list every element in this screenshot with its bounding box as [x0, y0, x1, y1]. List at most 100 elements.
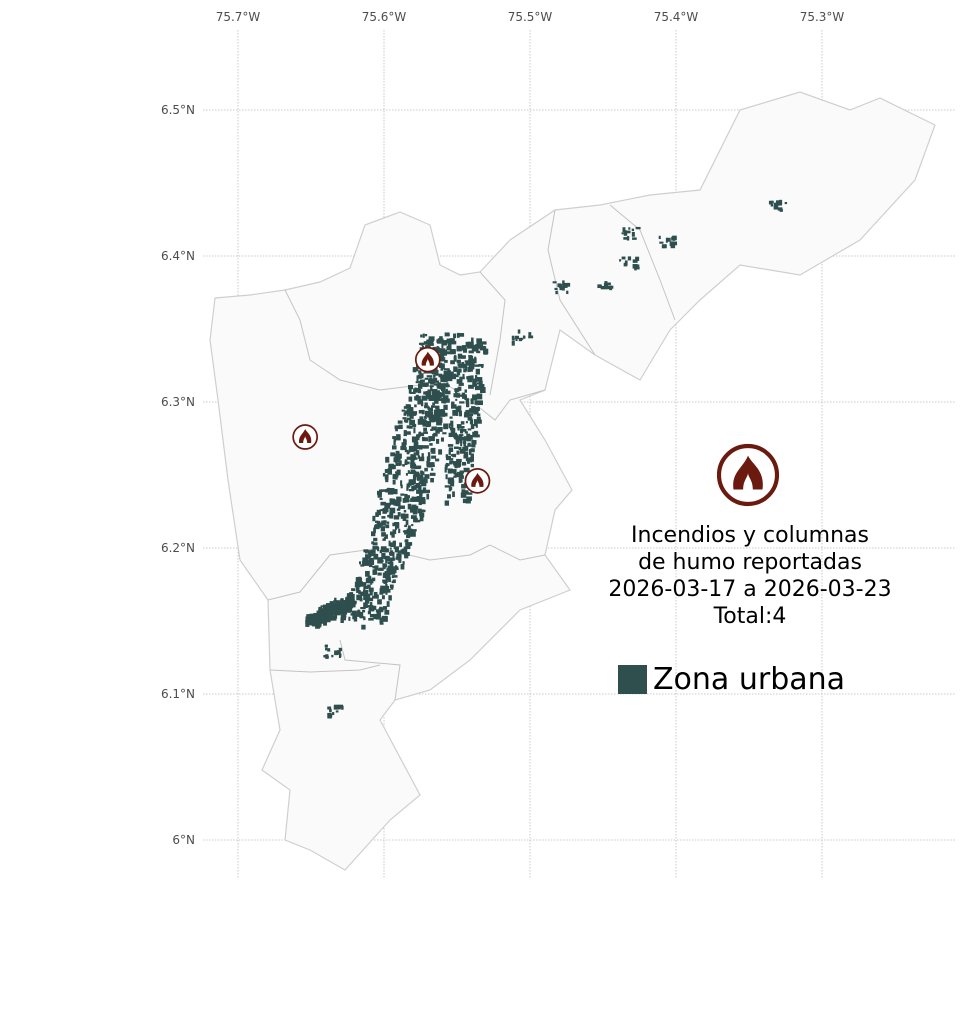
- urban-patch: [456, 370, 461, 376]
- urban-patch: [635, 256, 640, 262]
- urban-patch: [367, 550, 373, 555]
- urban-patch: [387, 468, 393, 475]
- urban-patch: [365, 570, 370, 577]
- urban-patch: [451, 427, 456, 432]
- urban-patch: [305, 624, 310, 627]
- urban-patch: [442, 375, 448, 380]
- urban-patch: [436, 409, 439, 414]
- urban-patch: [314, 615, 320, 619]
- title-line: Total:4: [713, 604, 787, 629]
- urban-patch: [380, 489, 387, 492]
- urban-patch: [380, 585, 386, 590]
- urban-patch: [407, 470, 410, 474]
- urban-patch: [420, 498, 426, 505]
- urban-patch: [317, 612, 321, 617]
- urban-patch: [325, 654, 329, 659]
- urban-patch: [404, 495, 411, 499]
- urban-patch: [349, 592, 354, 598]
- urban-patch: [384, 588, 391, 593]
- urban-patch: [418, 445, 424, 449]
- urban-patch: [468, 417, 473, 420]
- x-tick-label: 75.5°W: [508, 10, 553, 24]
- urban-patch: [426, 460, 430, 467]
- urban-patch: [461, 355, 466, 359]
- urban-patch: [453, 432, 457, 437]
- urban-patch: [632, 264, 638, 269]
- urban-patch: [428, 395, 435, 401]
- urban-patch: [405, 519, 409, 526]
- urban-patch: [418, 446, 423, 450]
- title-line: 2026-03-17 a 2026-03-23: [608, 577, 892, 602]
- urban-patch: [351, 588, 356, 592]
- urban-patch: [445, 390, 451, 395]
- urban-patch: [393, 488, 398, 495]
- urban-patch: [375, 613, 381, 620]
- urban-patch: [472, 440, 477, 445]
- urban-patch: [474, 434, 480, 438]
- urban-patch: [408, 445, 415, 452]
- urban-patch: [376, 611, 380, 614]
- urban-patch: [414, 465, 421, 470]
- urban-patch: [473, 358, 477, 364]
- urban-patch: [459, 333, 465, 337]
- urban-patch: [424, 377, 429, 380]
- urban-patch: [399, 460, 402, 466]
- urban-patch: [456, 332, 460, 338]
- urban-patch: [626, 236, 630, 241]
- urban-patch: [391, 544, 396, 547]
- urban-patch: [385, 557, 388, 564]
- urban-patch: [359, 613, 364, 617]
- urban-patch: [467, 434, 473, 440]
- urban-patch: [372, 542, 378, 546]
- urban-patch: [422, 487, 427, 494]
- urban-patch: [340, 617, 344, 623]
- urban-patch: [421, 513, 424, 518]
- urban-patch: [784, 201, 788, 205]
- urban-patch: [375, 609, 380, 613]
- urban-patch: [470, 448, 475, 453]
- urban-patch: [331, 615, 337, 621]
- urban-patch: [424, 333, 428, 337]
- urban-patch: [385, 574, 391, 579]
- urban-patch: [420, 483, 427, 487]
- urban-patch: [401, 409, 406, 412]
- urban-patch: [321, 610, 328, 614]
- urban-patch: [443, 404, 448, 410]
- urban-patch: [461, 484, 466, 489]
- urban-patch: [398, 424, 403, 430]
- urban-patch: [467, 378, 473, 383]
- urban-patch: [389, 507, 396, 514]
- urban-patch: [371, 577, 376, 582]
- urban-patch: [426, 493, 430, 500]
- urban-patch: [448, 432, 454, 438]
- urban-patch: [626, 230, 631, 234]
- urban-patch: [411, 423, 417, 428]
- urban-patch: [557, 283, 562, 287]
- urban-patch: [453, 356, 457, 362]
- urban-patch: [408, 396, 413, 402]
- urban-patch: [631, 228, 635, 232]
- urban-patch: [424, 415, 427, 419]
- urban-patch: [413, 411, 418, 415]
- urban-patch: [422, 437, 428, 442]
- urban-patch: [461, 345, 467, 351]
- urban-patch: [400, 493, 405, 496]
- urban-patch: [416, 473, 421, 479]
- urban-patch: [471, 344, 476, 351]
- urban-patch: [384, 469, 389, 473]
- urban-patch: [380, 607, 384, 612]
- urban-patch: [384, 474, 389, 480]
- urban-patch: [421, 395, 428, 401]
- urban-patch: [771, 200, 774, 204]
- urban-patch: [423, 427, 428, 432]
- urban-patch: [387, 514, 392, 518]
- fire-marker: [292, 424, 319, 450]
- urban-patch: [394, 453, 399, 460]
- urban-patch: [420, 334, 423, 338]
- y-tick-label: 6.2°N: [161, 541, 195, 555]
- urban-patch: [439, 350, 446, 356]
- urban-patch: [373, 525, 380, 528]
- urban-patch: [372, 546, 379, 550]
- urban-patch: [414, 505, 419, 510]
- urban-patch: [422, 420, 425, 425]
